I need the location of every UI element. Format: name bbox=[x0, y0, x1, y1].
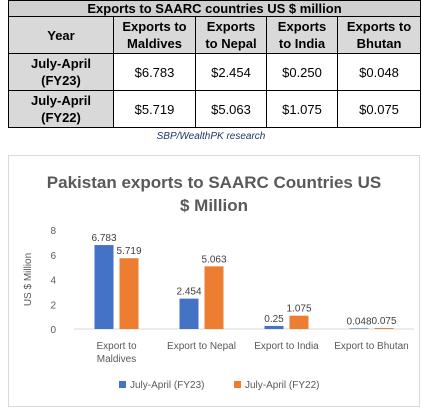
legend-swatch bbox=[119, 381, 126, 388]
data-label: 0.25 bbox=[264, 314, 284, 325]
bar-fy22 bbox=[119, 258, 139, 329]
table-cell: $5.719 bbox=[113, 90, 196, 128]
bar-chart: Pakistan exports to SAARC Countries US $ … bbox=[23, 173, 414, 391]
table-row: July-April (FY22) $5.719 $5.063 $1.075 $0… bbox=[8, 90, 422, 128]
chart-frame: Pakistan exports to SAARC Countries US $ … bbox=[8, 155, 420, 407]
x-tick-label: Export to Bhutan bbox=[334, 341, 409, 352]
year-header: Year bbox=[8, 16, 114, 54]
bar-fy23 bbox=[179, 298, 199, 329]
data-label: 5.719 bbox=[116, 246, 141, 257]
y-tick-label: 6 bbox=[50, 251, 56, 262]
column-header-maldives: Exports to Maldives bbox=[113, 16, 196, 54]
row-label-fy22: July-April (FY22) bbox=[8, 90, 114, 128]
legend-label: July-April (FY23) bbox=[130, 380, 204, 391]
y-tick-label: 0 bbox=[50, 325, 56, 336]
column-header-india: Exports to India bbox=[266, 16, 338, 54]
bar-fy22 bbox=[289, 315, 309, 329]
chart-title-line: $ Million bbox=[180, 196, 248, 215]
y-tick-label: 2 bbox=[50, 300, 56, 311]
data-label: 0.048 bbox=[346, 316, 371, 327]
table-cell: $5.063 bbox=[195, 90, 267, 128]
x-tick-label: Export to Nepal bbox=[167, 341, 236, 352]
column-header-nepal: Exports to Nepal bbox=[195, 16, 267, 54]
chart-title-line: Pakistan exports to SAARC Countries US bbox=[47, 173, 381, 192]
bar-fy23 bbox=[349, 328, 369, 329]
table-row: July-April (FY23) $6.783 $2.454 $0.250 $0… bbox=[8, 53, 422, 91]
legend-swatch bbox=[234, 381, 241, 388]
x-tick-label: Maldives bbox=[97, 354, 136, 365]
table-cell: $6.783 bbox=[113, 53, 196, 91]
table-cell: $2.454 bbox=[195, 53, 267, 91]
x-tick-label: Export to India bbox=[254, 341, 319, 352]
table-caption-row: Exports to SAARC countries US $ million bbox=[7, 0, 422, 17]
column-header-bhutan: Exports to Bhutan bbox=[336, 16, 422, 54]
data-label: 6.783 bbox=[91, 233, 116, 244]
data-label: 5.063 bbox=[201, 254, 226, 265]
data-label: 0.075 bbox=[371, 316, 396, 327]
bar-fy22 bbox=[374, 328, 394, 329]
bar-fy22 bbox=[204, 266, 224, 329]
table-header-row: Year Exports to Maldives Exports to Nepal … bbox=[8, 16, 422, 54]
table-cell: $0.250 bbox=[266, 53, 338, 91]
y-tick-label: 4 bbox=[50, 276, 56, 287]
legend-label: July-April (FY22) bbox=[245, 380, 319, 391]
bar-fy23 bbox=[264, 325, 284, 329]
bar-fy23 bbox=[94, 245, 114, 329]
table-cell: $0.048 bbox=[336, 53, 422, 91]
row-label-fy23: July-April (FY23) bbox=[8, 53, 114, 91]
x-tick-label: Export to bbox=[96, 341, 136, 352]
source-note: SBP/WealthPK research bbox=[156, 131, 266, 142]
table-caption: Exports to SAARC countries US $ million bbox=[7, 0, 422, 17]
data-label: 1.075 bbox=[286, 304, 311, 315]
data-label: 2.454 bbox=[176, 287, 201, 298]
table-cell: $1.075 bbox=[266, 90, 338, 128]
table-cell: $0.075 bbox=[336, 90, 422, 128]
y-tick-label: 8 bbox=[50, 226, 56, 237]
y-axis-label: US $ Million bbox=[23, 253, 34, 306]
exports-table: Exports to SAARC countries US $ million … bbox=[7, 0, 422, 128]
